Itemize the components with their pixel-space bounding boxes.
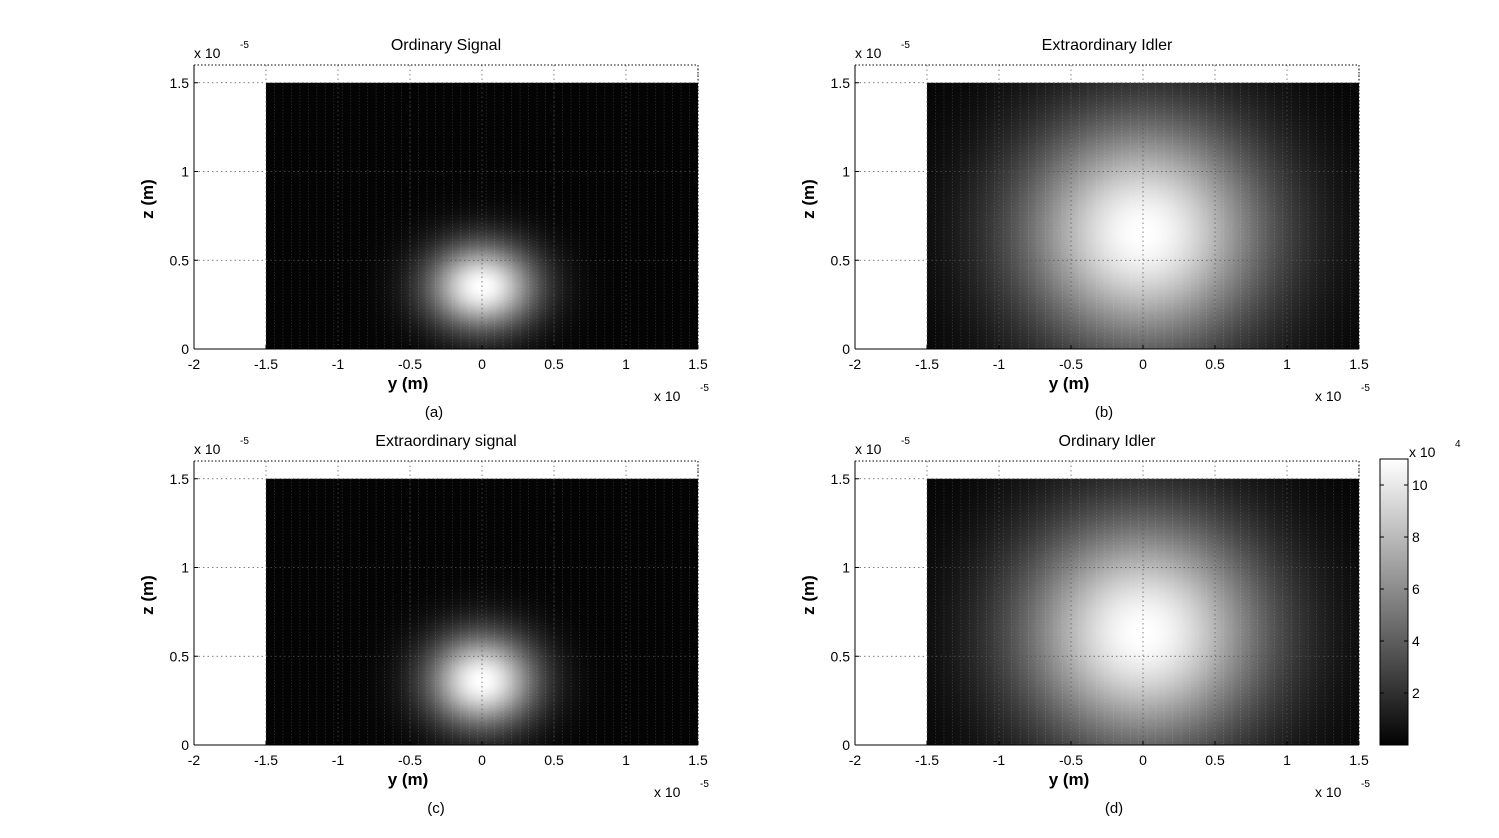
x-tick-label: 0 bbox=[1139, 752, 1147, 768]
x-tick-label: 1 bbox=[622, 752, 630, 768]
y-tick-label: 0 bbox=[842, 737, 850, 753]
x-tick-label: -0.5 bbox=[1059, 356, 1083, 372]
y-tick-label: 0.5 bbox=[170, 252, 190, 268]
colorbar-exponent: x 10 bbox=[1409, 444, 1436, 460]
subplot-title: Extraordinary signal bbox=[375, 433, 516, 450]
subplot-caption: (c) bbox=[427, 800, 445, 817]
y-tick-label: 0.5 bbox=[831, 252, 851, 268]
y-tick-label: 1 bbox=[181, 164, 189, 180]
subplot-caption: (b) bbox=[1095, 404, 1113, 421]
x-axis-label: y (m) bbox=[1049, 374, 1090, 393]
x-axis-label: y (m) bbox=[388, 374, 429, 393]
y-tick-label: 0.5 bbox=[831, 648, 851, 664]
subplot-c: -2 -1.5 -1 -0.5 0 0.5 1 1.5 0 0.5 1 1.5 Extraordinar… bbox=[138, 433, 709, 817]
y-axis-label: z (m) bbox=[138, 575, 157, 615]
x-tick-label: -1.5 bbox=[254, 752, 278, 768]
x-tick-label: -0.5 bbox=[398, 356, 422, 372]
x-tick-label: -2 bbox=[188, 356, 201, 372]
subplot-title: Ordinary Idler bbox=[1059, 433, 1157, 450]
y-tick-label: 1.5 bbox=[170, 75, 190, 91]
x-tick-label: 0 bbox=[478, 752, 486, 768]
y-axis-exponent-power: -5 bbox=[240, 436, 249, 447]
x-tick-label: -1 bbox=[993, 356, 1006, 372]
x-tick-label: -2 bbox=[849, 356, 862, 372]
x-axis-exponent: x 10 bbox=[654, 784, 681, 800]
x-tick-label: -1.5 bbox=[915, 356, 939, 372]
subplot-b: -2 -1.5 -1 -0.5 0 0.5 1 1.5 0 0.5 1 1.5 Extraordinar… bbox=[799, 37, 1370, 421]
x-tick-label: 1 bbox=[1283, 752, 1291, 768]
y-axis-exponent: x 10 bbox=[194, 441, 221, 457]
subplot-a: -2 -1.5 -1 -0.5 0 0.5 1 1.5 0 0.5 1 1.5 Ordinary Sig… bbox=[138, 37, 709, 421]
x-tick-label: 1.5 bbox=[1349, 752, 1369, 768]
y-tick-label: 1 bbox=[842, 164, 850, 180]
x-axis-exponent: x 10 bbox=[1315, 784, 1342, 800]
x-tick-label: 1.5 bbox=[1349, 356, 1369, 372]
subplot-d: -2 -1.5 -1 -0.5 0 0.5 1 1.5 0 0.5 1 1.5 Ordinary Idl… bbox=[799, 433, 1370, 817]
x-tick-label: 0.5 bbox=[544, 752, 564, 768]
x-tick-label: 1 bbox=[622, 356, 630, 372]
y-axis-label: z (m) bbox=[138, 179, 157, 219]
x-tick-label: 1.5 bbox=[688, 752, 708, 768]
y-tick-label: 0 bbox=[842, 341, 850, 357]
x-axis-label: y (m) bbox=[388, 770, 429, 789]
x-tick-label: -2 bbox=[849, 752, 862, 768]
colorbar-tick-label: 8 bbox=[1412, 529, 1420, 545]
x-tick-label: -0.5 bbox=[1059, 752, 1083, 768]
y-axis-exponent-power: -5 bbox=[901, 40, 910, 51]
x-tick-label: -1 bbox=[993, 752, 1006, 768]
y-axis-label: z (m) bbox=[799, 179, 818, 219]
x-tick-label: -0.5 bbox=[398, 752, 422, 768]
y-tick-label: 1.5 bbox=[170, 471, 190, 487]
x-axis-exponent: x 10 bbox=[654, 388, 681, 404]
x-tick-label: 0 bbox=[1139, 356, 1147, 372]
x-axis-label: y (m) bbox=[1049, 770, 1090, 789]
x-axis-exponent: x 10 bbox=[1315, 388, 1342, 404]
y-tick-label: 0.5 bbox=[170, 648, 190, 664]
y-tick-label: 1 bbox=[842, 560, 850, 576]
subplot-title: Ordinary Signal bbox=[391, 37, 501, 54]
x-axis-exponent-power: -5 bbox=[700, 383, 709, 394]
y-tick-label: 0 bbox=[181, 341, 189, 357]
x-axis-exponent-power: -5 bbox=[1361, 779, 1370, 790]
y-axis-exponent-power: -5 bbox=[240, 40, 249, 51]
x-tick-label: 1 bbox=[1283, 356, 1291, 372]
y-tick-label: 1 bbox=[181, 560, 189, 576]
colorbar-exponent-power: 4 bbox=[1455, 439, 1461, 450]
x-tick-label: -1 bbox=[332, 752, 345, 768]
x-tick-label: 0.5 bbox=[1205, 752, 1225, 768]
x-tick-label: -1.5 bbox=[915, 752, 939, 768]
y-axis-exponent: x 10 bbox=[855, 441, 882, 457]
colorbar-tick-label: 4 bbox=[1412, 633, 1420, 649]
x-tick-label: -2 bbox=[188, 752, 201, 768]
colorbar-gradient bbox=[1379, 458, 1409, 746]
subplot-caption: (a) bbox=[425, 404, 443, 421]
x-tick-label: 0.5 bbox=[1205, 356, 1225, 372]
colorbar-tick-label: 2 bbox=[1412, 685, 1420, 701]
y-axis-label: z (m) bbox=[799, 575, 818, 615]
colorbar: 2 4 6 8 10 x 10 4 bbox=[1379, 439, 1461, 746]
x-tick-label: 0 bbox=[478, 356, 486, 372]
y-axis-exponent: x 10 bbox=[855, 45, 882, 61]
y-tick-label: 0 bbox=[181, 737, 189, 753]
colorbar-tick-label: 10 bbox=[1412, 477, 1428, 493]
subplot-title: Extraordinary Idler bbox=[1042, 37, 1173, 54]
x-tick-label: 1.5 bbox=[688, 356, 708, 372]
x-axis-exponent-power: -5 bbox=[700, 779, 709, 790]
subplot-caption: (d) bbox=[1105, 800, 1123, 817]
x-axis-exponent-power: -5 bbox=[1361, 383, 1370, 394]
x-tick-label: -1 bbox=[332, 356, 345, 372]
x-tick-label: -1.5 bbox=[254, 356, 278, 372]
y-axis-exponent: x 10 bbox=[194, 45, 221, 61]
y-tick-label: 1.5 bbox=[831, 471, 851, 487]
y-axis-exponent-power: -5 bbox=[901, 436, 910, 447]
x-tick-label: 0.5 bbox=[544, 356, 564, 372]
y-tick-label: 1.5 bbox=[831, 75, 851, 91]
colorbar-tick-label: 6 bbox=[1412, 581, 1420, 597]
